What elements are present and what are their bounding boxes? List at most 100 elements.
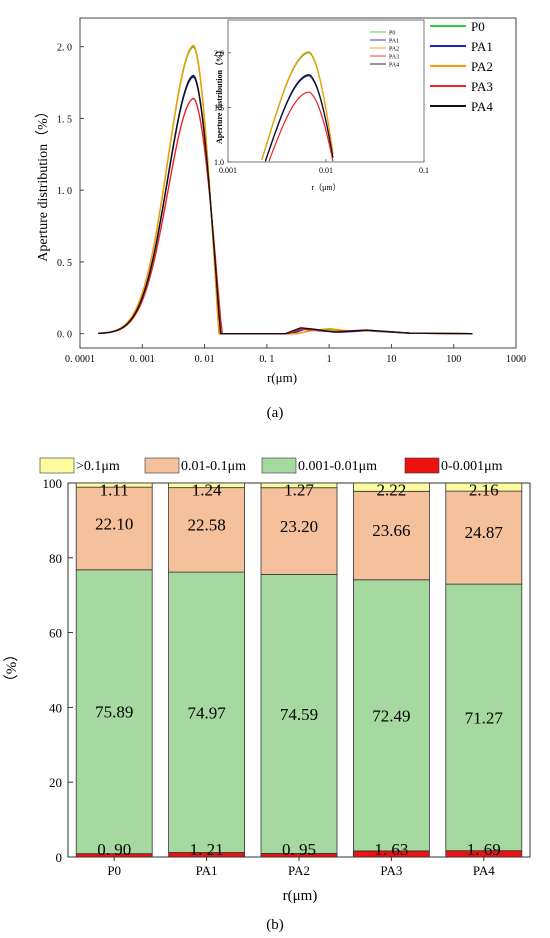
inset-x-tick-label: 0.001 [219,166,237,175]
legend-label-pa4: PA4 [471,99,493,114]
y-tick-label-b: 60 [49,626,62,641]
x-axis-label-a: r(μm) [267,370,297,385]
y-tick-label-a: 2. 0 [57,43,72,54]
inset-legend-label: PA2 [389,47,399,53]
y-tick-label-b: 20 [49,775,62,790]
inset-y-tick-label: 1.0 [214,158,224,167]
data-label-pa3: 2.22 [377,481,407,500]
legend-label-b: >0.1μm [76,459,120,474]
inset-legend-label: PA1 [389,39,399,45]
inset-legend-label: PA3 [389,55,399,61]
inset-series-line-pa3 [268,91,334,162]
inset-legend-label: P0 [389,31,395,37]
legend-a: P0 PA1 PA2 PA3 PA4 [430,19,493,114]
x-tick-label-b: PA3 [380,863,402,878]
data-label-pa4: 2.16 [469,481,499,500]
legend-b: >0.1μm 0.01-0.1μm 0.001-0.01μm 0-0.001μm [39,457,503,474]
data-label-p0: 0. 90 [97,840,131,859]
legend-swatch-b [39,457,75,474]
bar-segment-p0 [75,569,153,855]
bar-segment-p0 [75,482,153,488]
data-label-pa4: 24.87 [465,523,504,542]
y-tick-label-b: 0 [56,850,63,865]
bar-segment-pa3 [352,490,430,581]
inset-x-tick-label: 0.01 [319,166,333,175]
caption-a: (a) [267,405,284,421]
y-tick-label-a: 0. 0 [57,330,72,341]
bar-segment-pa2 [260,574,338,854]
bar-segment-pa1 [168,571,246,853]
inset-x-axis-label: r（μm） [311,183,340,192]
y-tick-label-a: 1. 0 [57,186,72,197]
data-label-pa2: 74.59 [280,705,318,724]
data-label-pa3: 23.66 [372,521,410,540]
data-label-pa3: 1. 63 [374,840,408,859]
data-label-pa2: 23.20 [280,517,318,536]
legend-swatch-b [261,457,297,474]
stacked-bar-chart-b: >0.1μm 0.01-0.1μm 0.001-0.01μm 0-0.001μm 0 2… [3,457,531,904]
y-tick-label-b: 100 [43,476,63,491]
inset-x-tick-label: 0.1 [419,166,429,175]
inset-y-tick-label: 1.5 [214,103,224,112]
data-label-pa4: 71.27 [465,708,504,727]
legend-label-pa3: PA3 [471,79,493,94]
bar-segment-pa2 [260,487,338,575]
data-label-pa2: 1.27 [284,481,314,500]
y-tick-label-a: 0. 5 [57,258,72,269]
legend-label-b: 0-0.001μm [441,459,503,474]
legend-label-p0: P0 [471,19,485,34]
bar-segment-pa1 [168,487,246,573]
data-label-pa1: 74.97 [187,703,226,722]
y-axis-label-b: （%） [3,647,20,690]
x-tick-label-b: P0 [107,863,121,878]
x-tick-label-b: PA4 [473,863,495,878]
inset-series-line-pa4 [264,73,334,161]
data-label-p0: 1.11 [100,481,129,500]
data-label-pa2: 0. 95 [282,840,316,859]
x-tick-label-b: PA1 [196,863,218,878]
x-tick-label-a: 10 [386,354,396,365]
x-tick-label-b: PA2 [288,863,310,878]
inset-legend-label: PA4 [389,63,399,69]
x-axis-label-b: r(μm) [283,888,318,904]
legend-label-pa1: PA1 [471,39,493,54]
y-tick-label-a: 1. 5 [57,114,72,125]
x-tick-label-a: 0. 0001 [65,354,95,365]
x-tick-label-a: 1000 [506,354,526,365]
x-tick-label-a: 0. 001 [130,354,155,365]
inset-y-axis-label: Aperture distribution（%） [214,46,224,144]
data-label-pa1: 22.58 [187,516,225,535]
x-tick-label-a: 1 [327,354,332,365]
x-tick-label-a: 0. 1 [259,354,274,365]
legend-swatch-b [404,457,440,474]
bar-segment-pa4 [445,490,523,585]
bar-segment-pa4 [445,482,523,492]
x-tick-label-a: 0. 01 [195,354,215,365]
bar-segment-pa3 [352,579,430,852]
data-label-pa3: 72.49 [372,706,410,725]
legend-label-b: 0.001-0.01μm [298,459,377,474]
inset-chart: 1.0 1.5 2.0 0.001 0.01 0.1 P0 PA1 PA2 PA3 PA4 r（… [214,19,429,192]
bar-segment-pa2 [260,482,338,489]
bar-segment-pa4 [445,583,523,852]
y-axis-label-a: Aperture distribution（%） [35,104,51,261]
series-line-pa4 [98,74,473,335]
bar-segment-pa3 [352,482,430,492]
bar-segment-pa1 [168,482,246,489]
data-label-p0: 22.10 [95,514,133,533]
x-tick-label-a: 100 [446,354,461,365]
data-label-p0: 75.89 [95,703,133,722]
data-label-pa1: 1.24 [192,481,222,500]
data-label-pa4: 1. 69 [467,840,501,859]
legend-label-pa2: PA2 [471,59,493,74]
caption-b: (b) [266,917,284,933]
legend-label-b: 0.01-0.1μm [181,459,246,474]
bar-segment-p0 [75,486,153,571]
data-label-pa1: 1. 21 [190,840,224,859]
legend-swatch-b [144,457,180,474]
inset-series-line-pa2 [261,51,334,160]
inset-y-tick-label: 2.0 [214,49,224,58]
y-tick-label-b: 40 [49,700,62,715]
y-tick-label-b: 80 [49,551,62,566]
